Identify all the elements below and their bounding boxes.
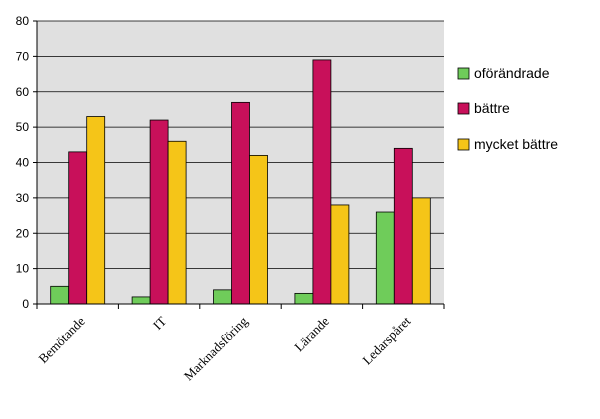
bar-oförändrade-0: [50, 285, 70, 305]
x-tick-label: Lärande: [291, 313, 332, 354]
y-tick-label: 0: [22, 297, 29, 311]
legend-label: bättre: [474, 100, 510, 116]
y-tick-label: 60: [16, 85, 30, 99]
x-tick-label: Bemötande: [35, 313, 88, 366]
bars: [50, 59, 431, 305]
y-axis-ticks: 0 10 20 30 40 50 60 70 80: [16, 14, 37, 311]
legend-swatch: [457, 102, 470, 115]
bar-bättre-2: [231, 101, 250, 305]
x-axis-ticks: Bemötande IT Marknadsföring Lärande Ledarspå…: [35, 304, 445, 383]
y-tick-label: 10: [16, 262, 30, 276]
bar-bättre-1: [149, 119, 169, 305]
bar-bättre-0: [68, 151, 88, 305]
legend-swatch: [457, 138, 470, 151]
bar-oförändrade-4: [375, 211, 395, 305]
y-tick-label: 80: [16, 14, 30, 28]
bar-bättre-4: [393, 147, 413, 305]
bar-mycket-bättre-1: [167, 140, 187, 305]
bar-oförändrade-2: [213, 289, 232, 305]
legend: oförändrade bättre mycket bättre: [457, 65, 558, 152]
x-tick-label: Marknadsföring: [181, 313, 251, 383]
x-tick-label: IT: [150, 313, 169, 332]
bar-mycket-bättre-0: [86, 116, 106, 305]
bar-mycket-bättre-2: [249, 155, 268, 305]
legend-swatch: [457, 67, 470, 80]
legend-label: mycket bättre: [474, 136, 558, 152]
legend-label: oförändrade: [474, 65, 550, 81]
bar-oförändrade-1: [131, 296, 151, 305]
y-tick-label: 70: [16, 49, 30, 63]
y-tick-label: 20: [16, 226, 30, 240]
x-tick-label: Ledarspåret: [359, 313, 413, 367]
y-tick-label: 30: [16, 191, 30, 205]
bar-bättre-3: [312, 59, 332, 305]
bar-mycket-bättre-3: [330, 204, 350, 305]
bar-oförändrade-3: [294, 292, 314, 305]
y-tick-label: 40: [16, 156, 30, 170]
bar-mycket-bättre-4: [411, 197, 431, 305]
y-tick-label: 50: [16, 120, 30, 134]
